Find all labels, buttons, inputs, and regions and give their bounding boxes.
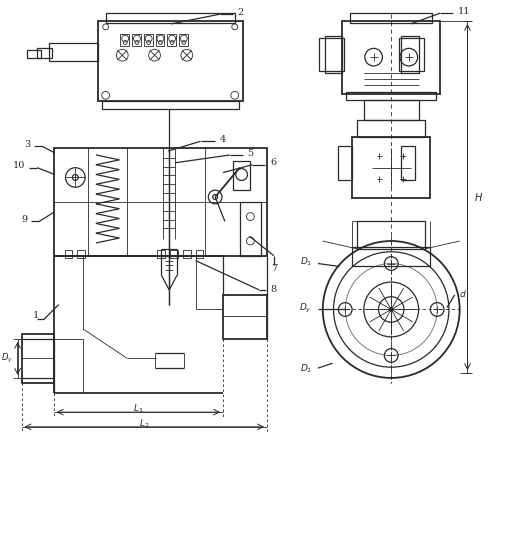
Bar bbox=[352, 137, 430, 198]
Text: 5: 5 bbox=[247, 148, 253, 157]
Bar bbox=[179, 34, 188, 46]
Text: $L_1$: $L_1$ bbox=[133, 403, 143, 415]
Bar bbox=[144, 34, 152, 46]
Bar bbox=[338, 146, 352, 180]
Bar bbox=[342, 21, 440, 94]
Bar bbox=[233, 161, 250, 190]
Bar bbox=[49, 43, 98, 61]
Bar bbox=[170, 250, 178, 257]
Text: $D_1$: $D_1$ bbox=[300, 255, 312, 268]
Bar bbox=[120, 34, 129, 46]
Text: 3: 3 bbox=[24, 140, 30, 149]
Text: $L_2$: $L_2$ bbox=[139, 418, 149, 430]
Bar bbox=[98, 21, 242, 101]
Bar bbox=[155, 34, 164, 46]
Text: 8: 8 bbox=[270, 286, 276, 294]
Text: $D_2$: $D_2$ bbox=[300, 363, 312, 375]
Bar bbox=[399, 37, 425, 71]
Text: $D_y$: $D_y$ bbox=[1, 352, 13, 365]
Bar bbox=[157, 250, 165, 257]
Text: 2: 2 bbox=[238, 8, 244, 17]
Bar bbox=[102, 101, 239, 109]
Text: 6: 6 bbox=[270, 158, 276, 167]
Bar bbox=[401, 146, 415, 180]
Bar bbox=[167, 34, 176, 46]
Bar bbox=[357, 222, 425, 249]
Bar bbox=[132, 34, 141, 46]
Text: $d$: $d$ bbox=[459, 288, 466, 299]
Bar bbox=[357, 120, 425, 137]
Text: 4: 4 bbox=[220, 135, 227, 144]
Bar bbox=[54, 148, 267, 256]
Bar bbox=[37, 48, 52, 58]
Bar bbox=[223, 295, 267, 339]
Bar bbox=[352, 247, 430, 267]
Bar bbox=[240, 202, 261, 256]
Text: 10: 10 bbox=[13, 161, 25, 170]
Bar bbox=[27, 50, 41, 58]
Bar bbox=[106, 13, 235, 23]
Text: 11: 11 bbox=[458, 7, 470, 16]
Text: 7: 7 bbox=[271, 264, 277, 273]
Bar bbox=[21, 334, 54, 383]
Bar bbox=[183, 250, 190, 257]
Bar bbox=[364, 100, 419, 120]
Text: $D_y$: $D_y$ bbox=[299, 302, 312, 315]
Bar bbox=[325, 36, 342, 73]
Bar bbox=[319, 37, 344, 71]
Text: 9: 9 bbox=[21, 215, 27, 224]
Text: 1: 1 bbox=[33, 311, 39, 320]
Bar bbox=[346, 92, 436, 100]
Bar bbox=[196, 250, 203, 257]
Text: $H$: $H$ bbox=[474, 191, 484, 203]
Bar bbox=[350, 13, 432, 23]
Bar bbox=[65, 250, 73, 257]
Bar bbox=[77, 250, 85, 257]
Circle shape bbox=[389, 307, 393, 312]
Bar bbox=[401, 36, 419, 73]
